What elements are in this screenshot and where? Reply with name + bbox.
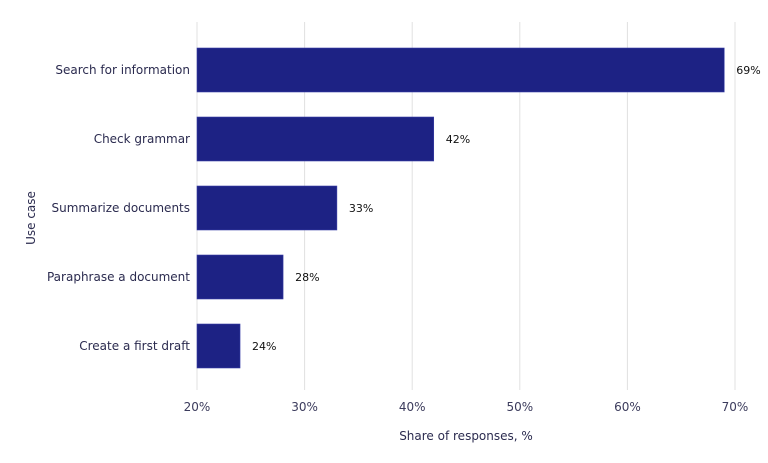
x-axis-label: Share of responses, % — [399, 429, 533, 443]
y-axis-label: Use case — [24, 191, 38, 245]
x-tick-label: 70% — [722, 400, 749, 414]
x-tick-label: 50% — [506, 400, 533, 414]
category-label: Summarize documents — [51, 201, 190, 215]
bar — [196, 323, 241, 369]
data-label: 69% — [736, 64, 760, 77]
bar — [196, 47, 725, 93]
category-label: Check grammar — [94, 132, 190, 146]
data-label: 33% — [349, 202, 373, 215]
x-tick-label: 30% — [291, 400, 318, 414]
bar — [196, 116, 435, 162]
x-tick-label: 60% — [614, 400, 641, 414]
category-label: Create a first draft — [79, 339, 190, 353]
x-tick-label: 40% — [399, 400, 426, 414]
category-label: Search for information — [55, 63, 190, 77]
x-tick-label: 20% — [184, 400, 211, 414]
category-label: Paraphrase a document — [47, 270, 190, 284]
data-label: 24% — [252, 340, 276, 353]
data-label: 42% — [446, 133, 470, 146]
bar — [196, 185, 338, 231]
bar — [196, 254, 284, 300]
data-label: 28% — [295, 271, 319, 284]
